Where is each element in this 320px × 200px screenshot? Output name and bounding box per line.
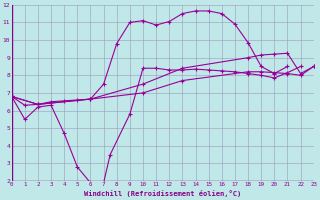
X-axis label: Windchill (Refroidissement éolien,°C): Windchill (Refroidissement éolien,°C) — [84, 190, 241, 197]
